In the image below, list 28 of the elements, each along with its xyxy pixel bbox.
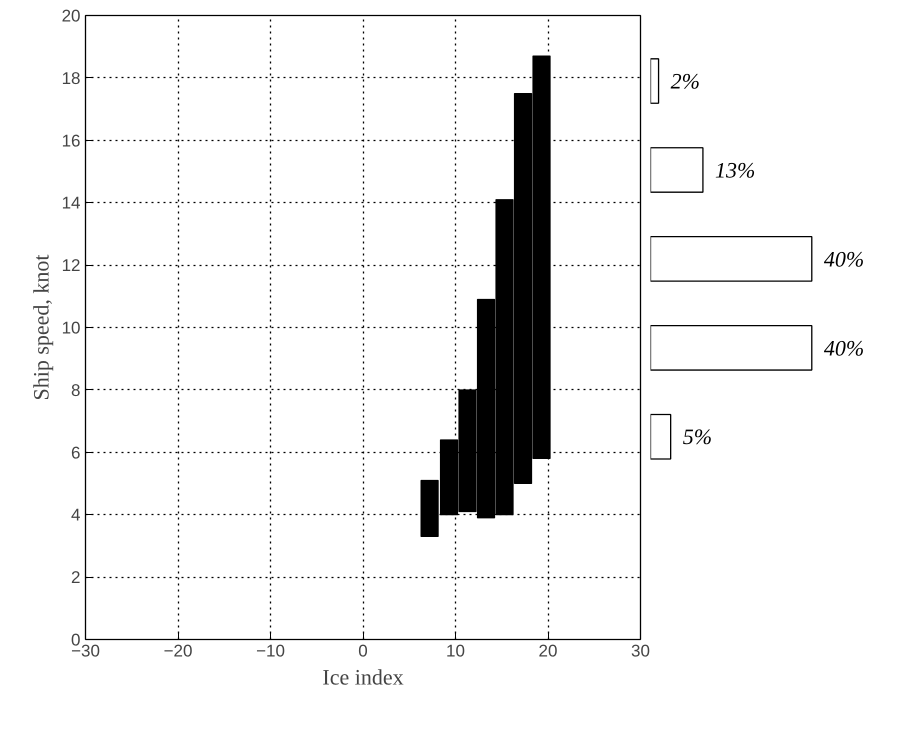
- y-tick-label: 20: [62, 6, 81, 26]
- y-tick-label: 2: [71, 568, 81, 588]
- x-tick-label: 30: [631, 642, 650, 660]
- x-tick-label: 10: [446, 642, 465, 660]
- data-label: 40%: [824, 246, 864, 272]
- data-label: 13%: [715, 157, 756, 182]
- y-tick-label: 16: [62, 131, 81, 150]
- bar: [650, 147, 704, 193]
- data-label: 5%: [682, 424, 712, 450]
- y-axis-title: Ship speed, knot: [28, 254, 54, 401]
- y-tick-label: 6: [71, 443, 81, 462]
- y-tick-label: 4: [71, 506, 81, 525]
- x-tick-label: −10: [256, 642, 285, 660]
- x-axis-title: Ice index: [322, 664, 404, 690]
- bar: [650, 236, 812, 282]
- y-tick-label: 18: [62, 68, 81, 88]
- y-tick-label: 12: [62, 256, 81, 276]
- y-tick-label: 10: [62, 318, 81, 338]
- data-label: 2%: [670, 68, 700, 94]
- bar: [650, 324, 812, 371]
- x-tick-label: −20: [164, 642, 192, 660]
- x-tick-label: 20: [538, 642, 558, 660]
- data-label: 40%: [824, 335, 864, 360]
- x-tick-label: 0: [358, 642, 368, 660]
- bar: [650, 414, 672, 460]
- y-tick-label: 8: [71, 380, 81, 400]
- bar: [650, 58, 660, 104]
- y-tick-label: 14: [62, 194, 81, 213]
